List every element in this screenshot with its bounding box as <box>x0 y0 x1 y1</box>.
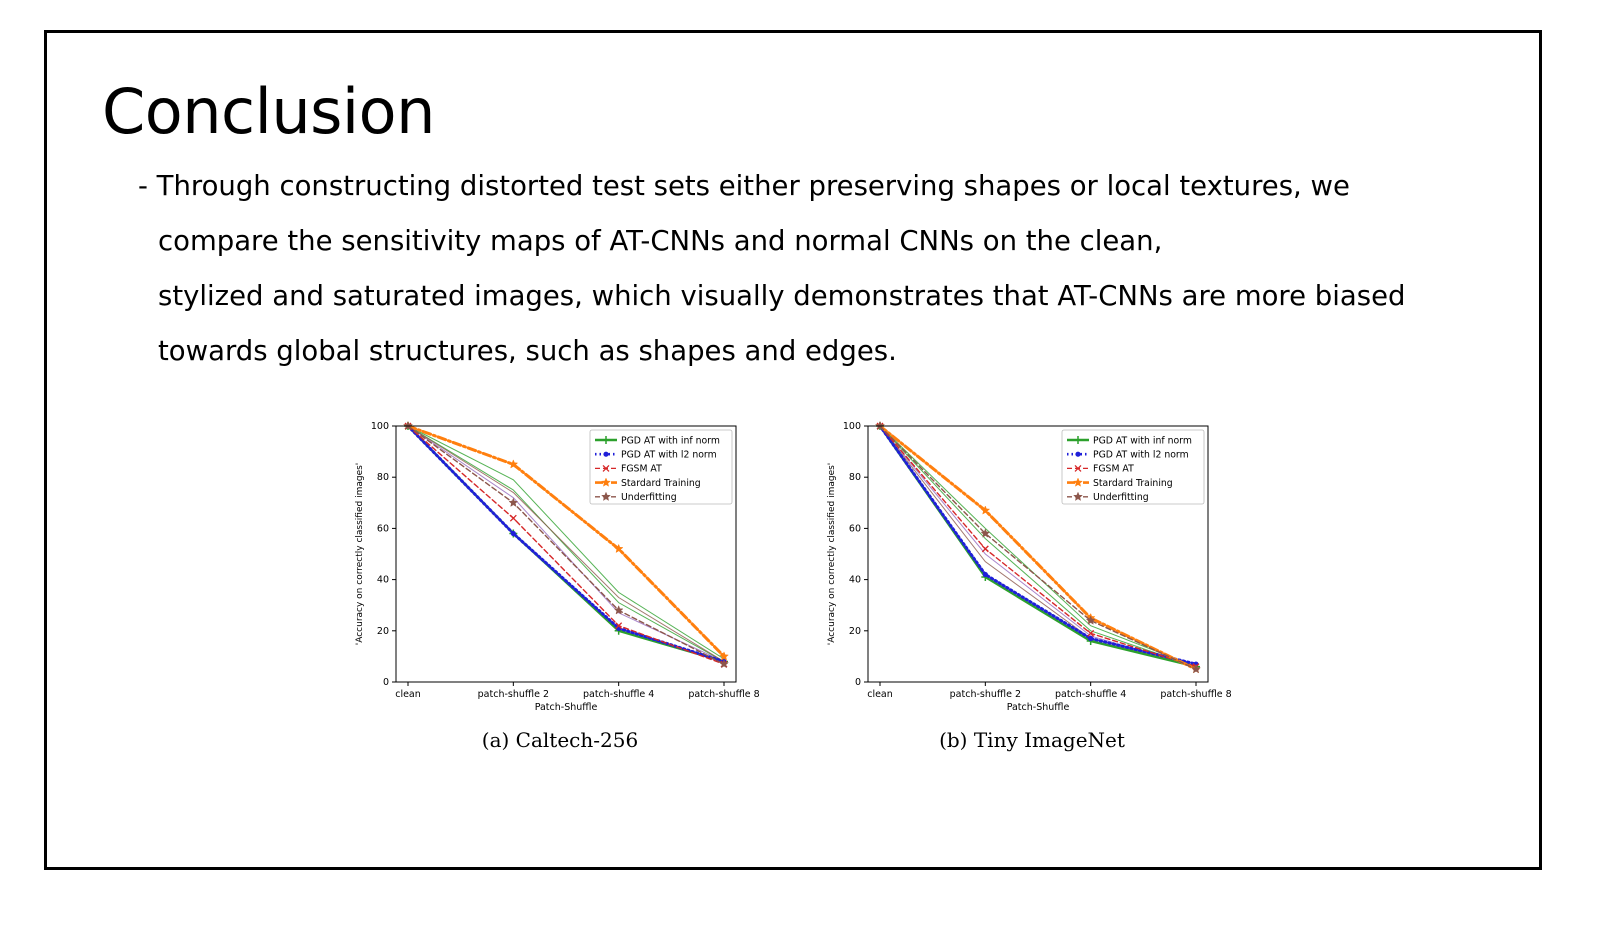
y-tick-label: 40 <box>849 575 861 586</box>
legend-marker <box>1075 451 1081 457</box>
chart-caltech-256: 0 20 40 60 80 100 clean patch-shuffle 2 patch-sh… <box>355 420 760 713</box>
x-tick-label: patch-shuffle 2 <box>950 689 1021 700</box>
extra-run-line <box>879 425 1197 668</box>
series-line <box>878 424 1198 671</box>
x-tick-label: patch-shuffle 8 <box>1160 689 1231 700</box>
data-point <box>509 514 517 522</box>
legend-label: Underfitting <box>1093 492 1149 503</box>
series-line <box>407 425 725 665</box>
y-tick-label: 20 <box>377 626 389 637</box>
legend-marker <box>603 451 609 457</box>
plot-frame <box>867 425 1209 683</box>
y-tick-label: 100 <box>843 421 861 432</box>
data-point <box>982 571 988 578</box>
data-point <box>719 651 729 661</box>
bullet-line: towards global structures, such as shape… <box>158 335 897 367</box>
data-point <box>508 497 519 507</box>
bullet-line: stylized and saturated images, which vis… <box>158 280 1406 312</box>
legend-label: PGD AT with inf norm <box>621 435 720 446</box>
legend-label: Underfitting <box>621 492 677 503</box>
legend-marker <box>601 491 611 501</box>
slide-frame <box>44 30 1542 870</box>
legend-marker <box>601 477 611 487</box>
legend-label: Stardard Training <box>1093 478 1173 489</box>
y-tick-label: 0 <box>855 677 861 688</box>
series-line <box>406 424 726 658</box>
y-axis-label: 'Accuracy on correctly classified images… <box>827 463 837 646</box>
x-axis-label: Patch-Shuffle <box>535 702 598 713</box>
x-tick-label: patch-shuffle 2 <box>478 689 549 700</box>
x-tick-label: clean <box>395 689 421 700</box>
extra-run-line <box>407 425 725 662</box>
y-tick-label: 100 <box>371 421 389 432</box>
bullet-line: - Through constructing distorted test se… <box>138 170 1350 202</box>
chart-caption-tiny-imagenet: (b) Tiny ImageNet <box>939 728 1125 752</box>
series-line <box>879 425 1197 668</box>
series-line <box>879 425 1197 670</box>
y-tick-label: 80 <box>377 472 389 483</box>
data-point <box>1087 629 1095 637</box>
y-tick-label: 60 <box>377 523 389 534</box>
legend-marker <box>602 436 610 444</box>
data-point <box>508 459 519 469</box>
data-point <box>719 658 729 669</box>
legend-marker <box>1074 436 1082 444</box>
x-tick-label: patch-shuffle 8 <box>688 689 759 700</box>
x-axis-label: Patch-Shuffle <box>1007 702 1070 713</box>
legend-box <box>589 429 733 505</box>
legend-label: PGD AT with l2 norm <box>621 450 717 461</box>
legend-marker <box>1073 491 1083 501</box>
data-point <box>980 528 991 538</box>
data-point <box>1191 664 1201 674</box>
chart-caption-caltech: (a) Caltech-256 <box>481 728 639 752</box>
data-point <box>615 622 623 630</box>
y-tick-label: 60 <box>849 523 861 534</box>
extra-run-line <box>407 425 725 662</box>
bullet-line: compare the sensitivity maps of AT-CNNs … <box>158 225 1163 257</box>
legend-label: PGD AT with inf norm <box>1093 435 1192 446</box>
y-tick-label: 20 <box>849 626 861 637</box>
data-point <box>510 530 516 537</box>
data-point <box>1088 635 1094 642</box>
extra-run-line <box>407 425 725 660</box>
y-tick-label: 80 <box>849 472 861 483</box>
data-point <box>1085 615 1096 625</box>
data-point <box>981 545 989 553</box>
legend-box <box>1061 429 1205 505</box>
data-point <box>613 605 624 615</box>
legend-marker <box>1074 464 1082 472</box>
legend-label: PGD AT with l2 norm <box>1093 450 1189 461</box>
plot-frame <box>395 425 737 683</box>
legend-marker <box>1073 477 1083 487</box>
legend-label: FGSM AT <box>621 464 662 475</box>
x-tick-label: clean <box>867 689 893 700</box>
legend-label: Stardard Training <box>621 478 701 489</box>
data-point <box>980 505 991 515</box>
y-tick-label: 0 <box>383 677 389 688</box>
y-tick-label: 40 <box>377 575 389 586</box>
x-tick-label: patch-shuffle 4 <box>1055 689 1126 700</box>
series-line <box>878 424 1198 666</box>
conclusion-bullet: - Through constructing distorted test se… <box>138 166 1498 386</box>
slide-title: Conclusion <box>102 75 435 148</box>
data-point <box>613 543 624 554</box>
chart-tiny-imagenet: 0 20 40 60 80 100 clean patch-shuffle 2 patch-sh… <box>827 420 1232 713</box>
series-line <box>407 425 725 665</box>
legend-label: FGSM AT <box>1093 464 1134 475</box>
x-tick-label: patch-shuffle 4 <box>583 689 654 700</box>
y-axis-label: 'Accuracy on correctly classified images… <box>355 463 365 646</box>
legend-marker <box>602 464 610 472</box>
